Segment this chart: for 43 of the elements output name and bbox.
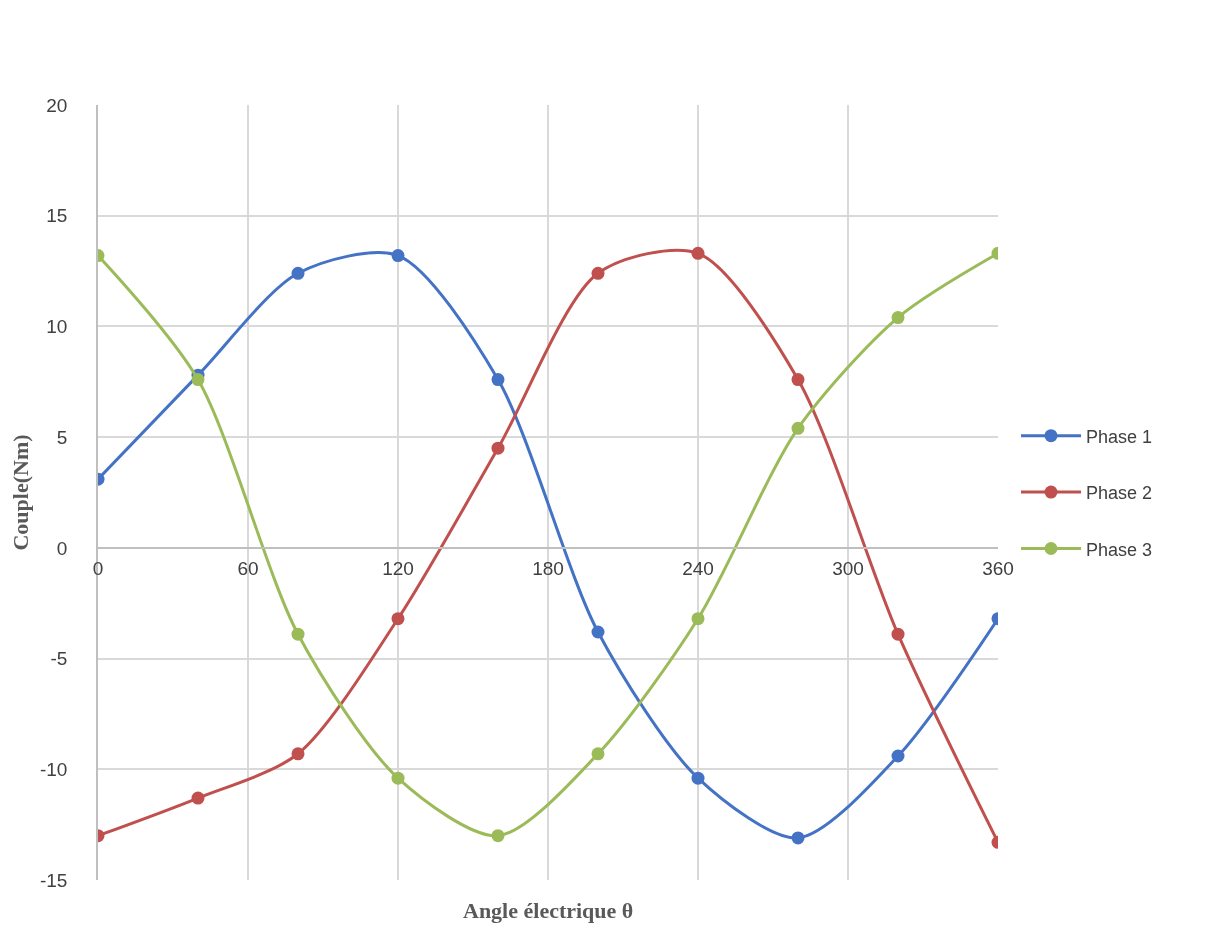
- point: [891, 749, 905, 763]
- point: [791, 373, 805, 387]
- point: [291, 266, 305, 280]
- legend-label: Phase 1: [1086, 426, 1153, 447]
- y-tick-label: -10: [39, 758, 68, 780]
- x-tick-label: 0: [92, 558, 104, 580]
- point: [391, 612, 405, 626]
- point: [491, 829, 505, 843]
- point: [191, 373, 205, 387]
- y-axis-title: Couple(Nm): [8, 434, 34, 551]
- point: [391, 249, 405, 263]
- point: [791, 831, 805, 845]
- x-tick-label: 120: [382, 558, 414, 580]
- x-tick-label: 60: [237, 558, 259, 580]
- point: [591, 266, 605, 280]
- x-axis-title: Angle électrique θ: [463, 898, 634, 923]
- point: [191, 791, 205, 805]
- point: [691, 246, 705, 260]
- point: [691, 771, 705, 785]
- y-tick-label: 15: [46, 205, 68, 227]
- y-tick-label: -5: [50, 648, 68, 670]
- y-tick-label: 10: [46, 316, 68, 338]
- point: [391, 771, 405, 785]
- point: [591, 747, 605, 761]
- y-tick-label: 0: [56, 537, 68, 559]
- x-tick-label: 180: [532, 558, 564, 580]
- point: [891, 311, 905, 325]
- point: [691, 612, 705, 626]
- y-tick-label: -15: [39, 869, 68, 891]
- x-tick-label: 360: [982, 558, 1014, 580]
- point: [491, 373, 505, 387]
- x-tick-label: 300: [832, 558, 864, 580]
- point: [491, 441, 505, 455]
- y-tick-label: 5: [56, 426, 68, 448]
- legend-label: Phase 3: [1086, 539, 1153, 560]
- legend-label: Phase 2: [1086, 483, 1153, 504]
- point: [891, 627, 905, 641]
- y-tick-label: 20: [46, 94, 68, 116]
- point: [791, 421, 805, 435]
- point: [291, 627, 305, 641]
- point: [291, 747, 305, 761]
- x-tick-label: 240: [682, 558, 714, 580]
- point: [591, 625, 605, 639]
